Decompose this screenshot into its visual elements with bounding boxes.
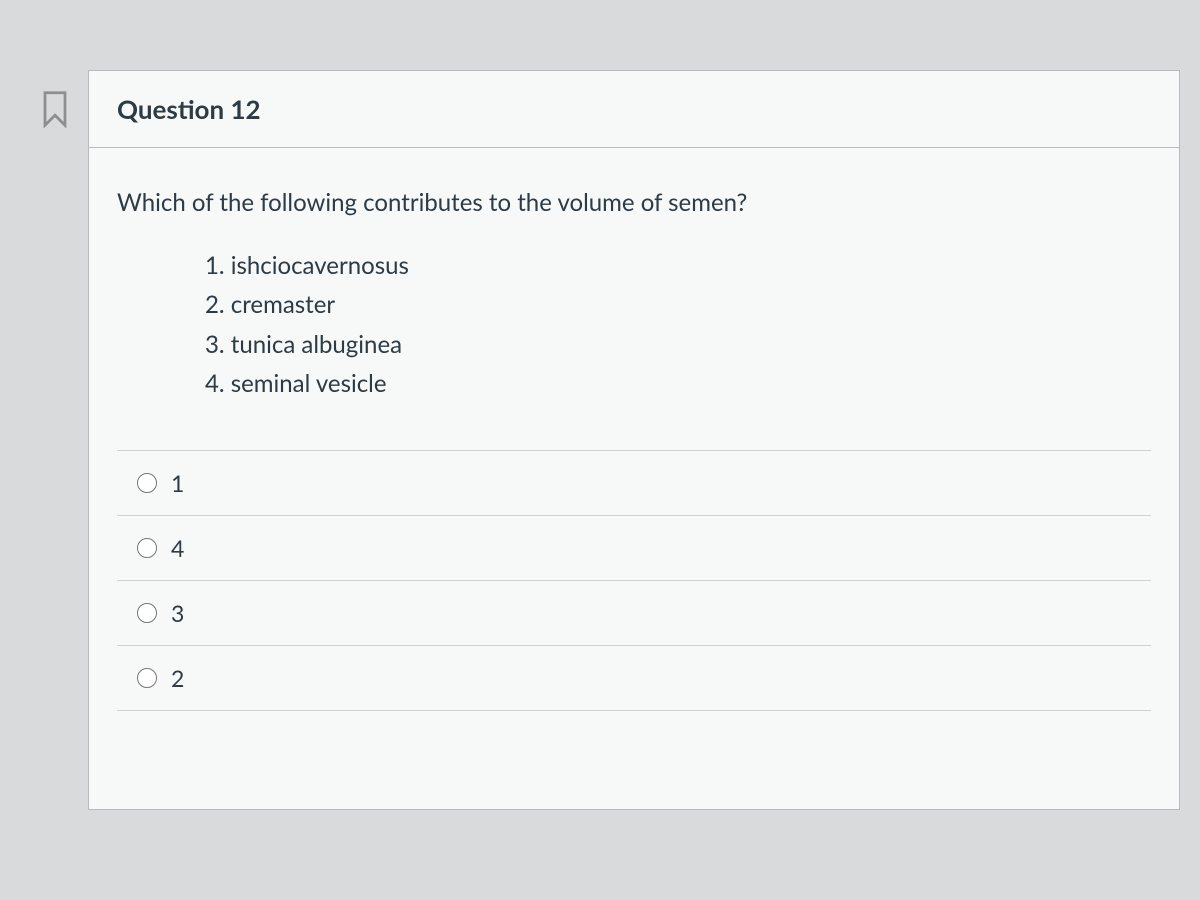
answer-option[interactable]: 4 (117, 516, 1151, 581)
answer-radio[interactable] (137, 538, 157, 558)
question-item: 4. seminal vesicle (205, 364, 1151, 404)
question-body: Which of the following contributes to th… (89, 148, 1179, 739)
question-wrapper: Question 12 Which of the following contr… (40, 70, 1180, 810)
answer-label: 1 (171, 469, 184, 497)
question-card: Question 12 Which of the following contr… (88, 70, 1180, 810)
question-prompt: Which of the following contributes to th… (117, 186, 1151, 220)
answer-label: 3 (171, 599, 184, 627)
question-title: Question 12 (117, 93, 1151, 125)
answer-radio[interactable] (137, 473, 157, 493)
question-item: 2. cremaster (205, 285, 1151, 325)
question-item: 1. ishciocavernosus (205, 246, 1151, 286)
answer-option[interactable]: 3 (117, 581, 1151, 646)
answer-option[interactable]: 2 (117, 646, 1151, 711)
answer-radio[interactable] (137, 668, 157, 688)
answer-label: 4 (171, 534, 184, 562)
question-items-list: 1. ishciocavernosus 2. cremaster 3. tuni… (117, 246, 1151, 404)
answer-radio[interactable] (137, 603, 157, 623)
answer-options: 1 4 3 2 (117, 450, 1151, 711)
bookmark-icon[interactable] (40, 90, 70, 132)
answer-option[interactable]: 1 (117, 451, 1151, 516)
answer-label: 2 (171, 664, 184, 692)
question-header: Question 12 (89, 71, 1179, 148)
question-item: 3. tunica albuginea (205, 325, 1151, 365)
